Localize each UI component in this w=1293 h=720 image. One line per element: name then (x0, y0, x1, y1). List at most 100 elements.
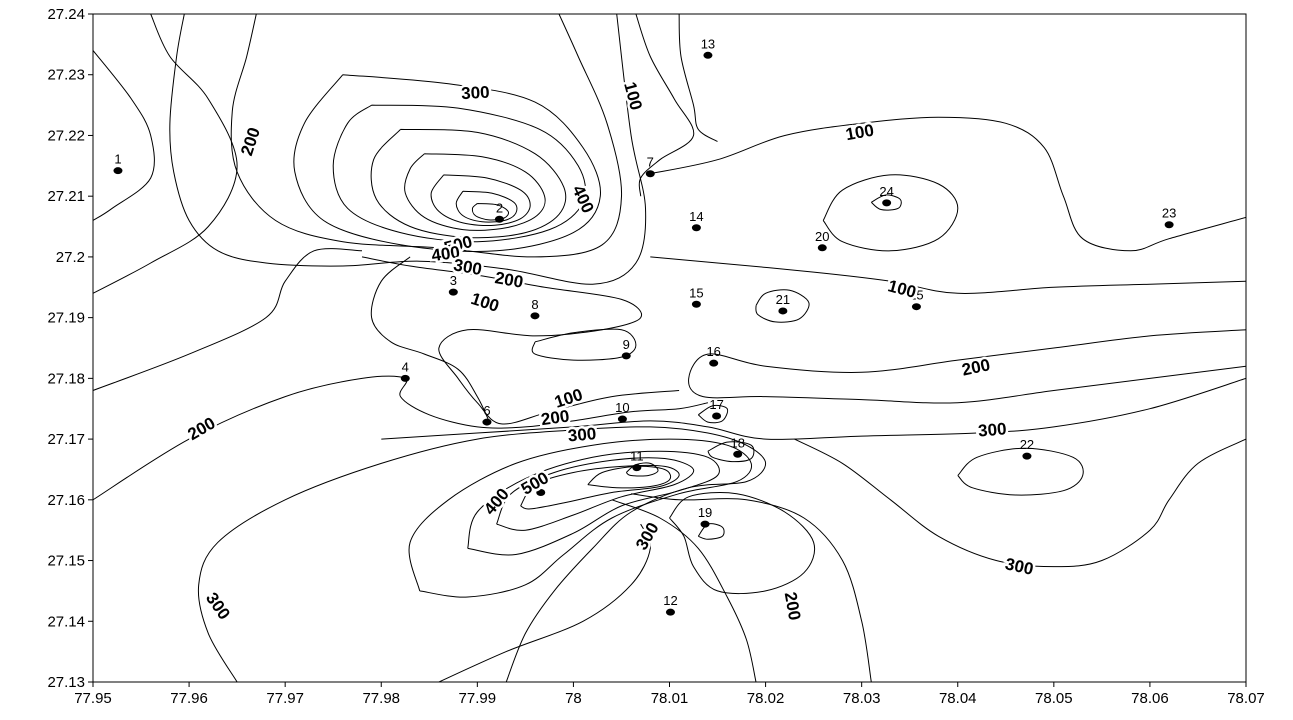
station-label: 8 (531, 297, 538, 312)
station-20: 20 (815, 229, 830, 252)
contour-line-120 (870, 194, 902, 211)
contour-label: 300 (1003, 554, 1035, 578)
contour-label: 300 (567, 424, 597, 445)
station-2: 2 (494, 200, 504, 223)
contour-label: 100 (469, 289, 502, 316)
station-label: 7 (647, 155, 654, 170)
contour-line-300 (197, 426, 767, 682)
contour-line-100 (697, 404, 729, 424)
contour-line-100 (531, 328, 637, 361)
station-18: 18 (730, 435, 745, 458)
x-tick-label: 77.95 (74, 690, 112, 707)
station-5: 5 (536, 474, 546, 497)
contour-label: 400 (568, 182, 597, 216)
station-marker (733, 450, 743, 458)
x-tick-label: 78.05 (1035, 690, 1073, 707)
station-19: 19 (698, 505, 712, 528)
station-label: 16 (706, 344, 720, 359)
contour-line-550 (455, 190, 518, 223)
y-tick-label: 27.14 (47, 613, 85, 630)
contour-line-300 (794, 438, 1246, 568)
contour-line-600 (625, 462, 659, 477)
station-marker (1164, 221, 1174, 229)
contour-label: 400 (480, 485, 513, 519)
station-marker (494, 215, 504, 223)
plot-frame (92, 13, 1247, 683)
station-marker (113, 167, 123, 175)
station-13: 13 (701, 36, 715, 59)
contour-label: 200 (781, 590, 805, 621)
contour-line-200 (688, 329, 1246, 404)
station-marker (632, 464, 642, 472)
station-8: 8 (530, 297, 540, 320)
contour-line-300 (438, 523, 651, 682)
contour-labels: 3002001004005004003002001001001002003001… (182, 77, 1038, 625)
y-tick-label: 27.19 (47, 310, 85, 327)
station-marker (665, 608, 675, 616)
station-16: 16 (706, 344, 721, 367)
contour-line-200 (611, 499, 757, 682)
y-tick-label: 27.2 (56, 249, 85, 266)
x-tick-label: 78.06 (1131, 690, 1169, 707)
contour-line-550 (587, 465, 672, 489)
contour-line-100 (755, 289, 810, 323)
station-9: 9 (621, 337, 631, 360)
x-tick-label: 77.97 (266, 690, 304, 707)
station-label: 4 (402, 359, 409, 374)
y-tick-label: 27.13 (47, 674, 85, 691)
station-marker (400, 374, 410, 382)
contour-line-100 (678, 14, 718, 142)
station-label: 10 (615, 400, 629, 415)
contour-line-200 (93, 50, 155, 221)
station-marker (817, 244, 827, 252)
station-7: 7 (645, 155, 655, 178)
contour-label: 100 (844, 121, 875, 145)
contour-label: 200 (493, 268, 524, 292)
x-tick-label: 77.99 (459, 690, 497, 707)
station-21: 21 (776, 292, 790, 315)
station-marker (911, 303, 921, 311)
contour-label: 100 (620, 80, 646, 112)
contour-line-350 (408, 438, 753, 598)
contour-line-450 (404, 153, 546, 231)
contour-line-100 (361, 256, 680, 425)
station-marker (691, 224, 701, 232)
station-marker (691, 300, 701, 308)
contour-line-100 (822, 174, 959, 252)
contour-label: 300 (202, 589, 234, 623)
station-label: 5 (537, 474, 544, 489)
contour-line-500 (520, 464, 680, 510)
station-label: 11 (630, 449, 644, 464)
y-tick-label: 27.15 (47, 553, 85, 570)
contour-line-200 (169, 14, 647, 285)
station-marker (536, 489, 546, 497)
station-label: 17 (709, 397, 723, 412)
contour-line-400 (370, 128, 567, 239)
station-marker (700, 520, 710, 528)
y-tick-label: 27.17 (47, 431, 85, 448)
contour-label: 300 (632, 519, 663, 553)
station-label: 24 (879, 184, 893, 199)
contour-label: 200 (185, 413, 219, 444)
station-label: 9 (623, 337, 630, 352)
contour-line-200 (93, 248, 363, 391)
contour-label: 300 (461, 83, 490, 103)
contour-line-100 (635, 14, 695, 197)
x-tick-label: 78.03 (843, 690, 881, 707)
contour-line-250 (230, 14, 623, 258)
contour-lines (93, 14, 1246, 682)
station-label: 13 (701, 36, 715, 51)
station-marker (1022, 452, 1032, 460)
y-tick-label: 27.22 (47, 127, 85, 144)
contour-line-300 (293, 74, 601, 252)
station-label: 21 (776, 292, 790, 307)
station-label: 12 (663, 593, 677, 608)
contour-label: 500 (518, 468, 552, 499)
station-marker (482, 418, 492, 426)
station-1: 1 (113, 152, 123, 175)
station-marker (530, 312, 540, 320)
contour-line-250 (669, 492, 816, 595)
station-22: 22 (1020, 437, 1034, 460)
